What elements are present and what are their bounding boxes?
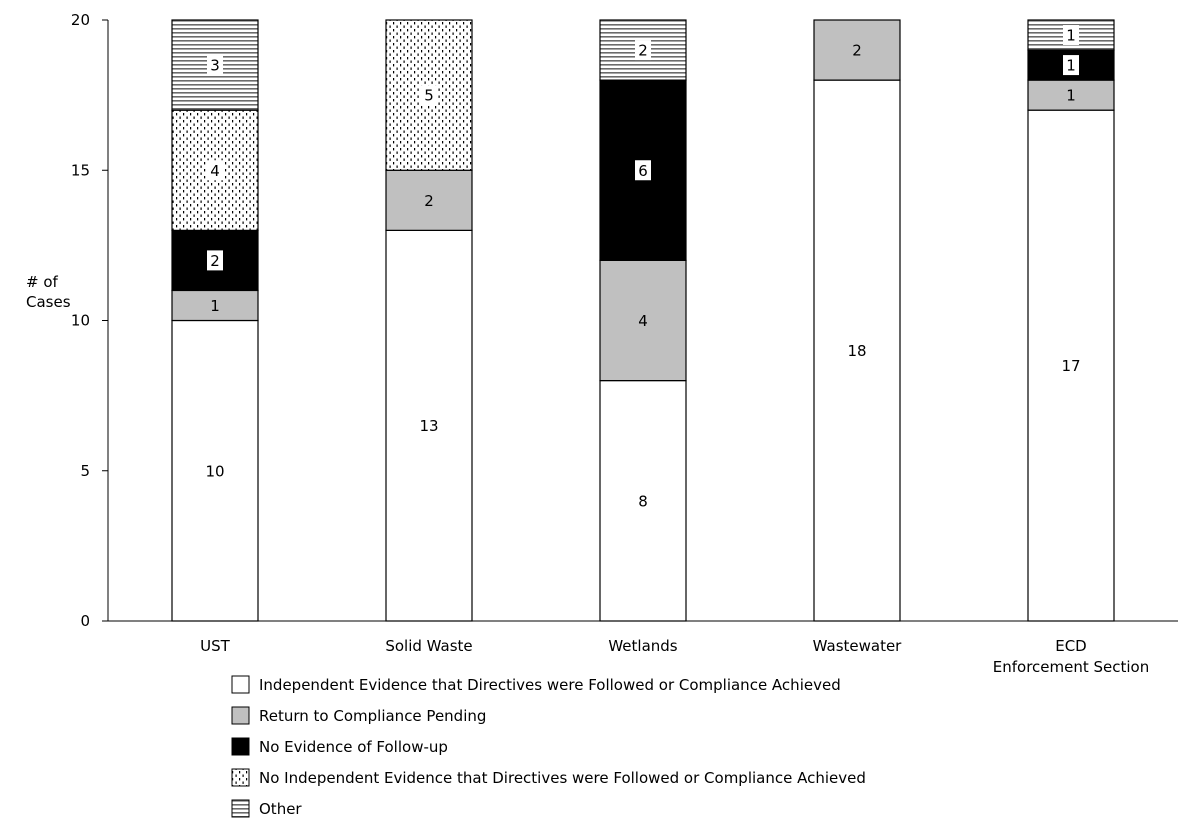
data-label: 10 (205, 462, 224, 480)
legend-swatch (231, 706, 250, 725)
bars: 10 1 2 4 3 13 2 5 8 4 6 2 18 2 17 1 1 1 (171, 19, 1115, 622)
legend-label: No Evidence of Follow-up (259, 738, 448, 756)
data-label: 8 (638, 492, 648, 510)
data-label-box (1063, 25, 1079, 46)
bar-segment (385, 169, 473, 231)
legend-swatch (231, 675, 250, 694)
y-tick-label: 20 (71, 11, 90, 29)
x-tick-label: Enforcement Section (993, 658, 1149, 676)
y-tick-label: 0 (80, 612, 90, 630)
data-label: 1 (210, 297, 220, 315)
data-label: 18 (847, 342, 866, 360)
data-label-box (635, 40, 651, 61)
data-label-box (1063, 55, 1079, 76)
data-label-box (207, 55, 223, 76)
legend-label: Other (259, 800, 302, 818)
x-axis-labels: UST Solid Waste Wetlands Wastewater ECD Enfor… (200, 637, 1149, 676)
data-label: 1 (1066, 57, 1076, 75)
x-tick-label: ECD (1055, 637, 1087, 655)
y-tick-label: 5 (80, 462, 90, 480)
bar-segment (1027, 109, 1115, 622)
legend-swatch (231, 768, 250, 787)
data-label-box (635, 160, 651, 181)
bar-segment (171, 319, 259, 622)
data-label: 1 (1066, 27, 1076, 45)
x-tick-label: Solid Waste (385, 637, 472, 655)
bar-segment (813, 79, 901, 622)
y-tick-label: 15 (71, 161, 90, 179)
bar-segment (385, 229, 473, 622)
data-label: 2 (638, 42, 648, 60)
legend: Independent Evidence that Directives wer… (231, 675, 866, 818)
legend-label: Return to Compliance Pending (259, 707, 486, 725)
bar-segment (599, 380, 687, 622)
data-label: 17 (1061, 357, 1080, 375)
data-label-box (207, 160, 223, 181)
data-label: 4 (638, 312, 648, 330)
data-label: 2 (424, 192, 434, 210)
bar-segment (1027, 79, 1115, 111)
data-label: 2 (852, 42, 862, 60)
legend-swatch (231, 737, 250, 756)
x-tick-label: Wastewater (813, 637, 903, 655)
data-label-box (207, 250, 223, 271)
data-label: 1 (1066, 87, 1076, 105)
bar-segment (599, 259, 687, 382)
data-label: 2 (210, 252, 220, 270)
data-label: 6 (638, 162, 648, 180)
y-axis-label: # of Cases (26, 273, 71, 311)
data-label: 13 (419, 417, 438, 435)
legend-label: Independent Evidence that Directives wer… (259, 676, 841, 694)
data-label-box (421, 85, 437, 106)
data-label: 3 (210, 57, 220, 75)
x-tick-label: UST (200, 637, 231, 655)
legend-label: No Independent Evidence that Directives … (259, 769, 866, 787)
y-tick-label: 10 (71, 312, 90, 330)
data-label: 4 (210, 162, 220, 180)
data-label: 5 (424, 87, 434, 105)
legend-swatch (231, 799, 250, 818)
x-tick-label: Wetlands (608, 637, 677, 655)
bar-segment (813, 19, 901, 81)
bar-segment (171, 289, 259, 322)
